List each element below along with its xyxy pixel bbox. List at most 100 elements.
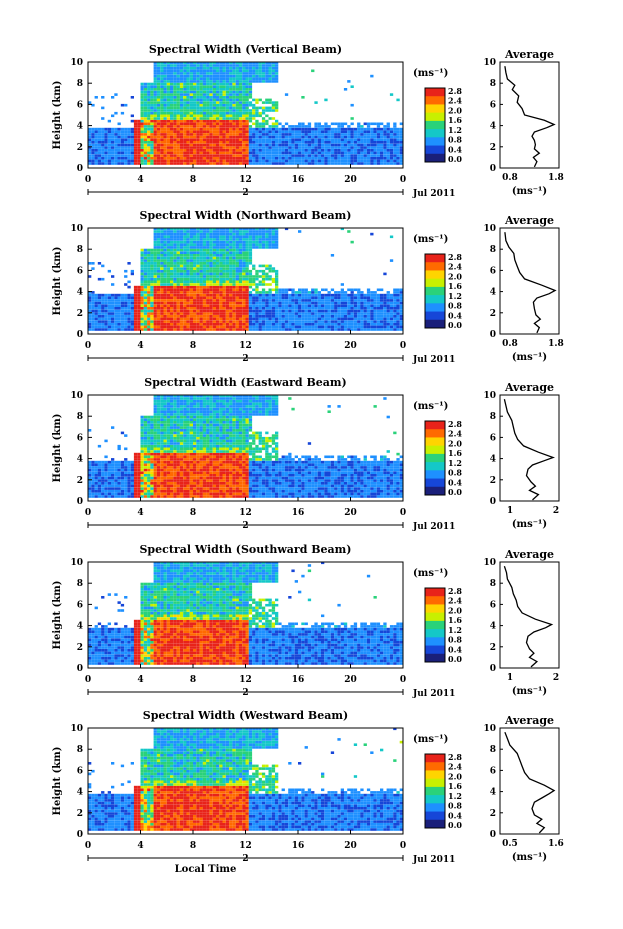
heatmap-cell [347,154,351,157]
heatmap-cell [386,299,390,302]
heatmap-cell [124,135,128,139]
heatmap-cell [153,125,157,128]
heatmap-cell [225,143,230,147]
heatmap-cell [291,135,295,139]
heatmap-cell [212,312,216,315]
heatmap-cell [314,304,318,307]
heatmap-cell [261,288,266,292]
colorbar-band [425,262,445,271]
heatmap-cell [143,154,148,157]
heatmap-cell [261,240,266,244]
heatmap-cell [281,291,285,294]
heatmap-cell [199,98,203,102]
heatmap-cell [343,149,348,152]
heatmap-cell [229,127,233,131]
heatmap-cell [321,325,325,329]
heatmap-cell [117,301,121,305]
heatmap-cell [275,312,279,315]
heatmap-cell [183,133,187,136]
heatmap-cell [120,320,125,323]
heatmap-cell [340,146,344,149]
heatmap-cell [179,93,184,96]
heatmap-cell [143,272,148,276]
heatmap-cell [179,283,184,286]
heatmap-cell [258,66,262,70]
heatmap-cell [242,93,246,96]
heatmap-cell [143,280,148,284]
heatmap-cell [252,230,256,233]
heatmap-cell [288,130,292,133]
heatmap-cell [160,74,164,78]
heatmap-cell [183,141,187,144]
heatmap-cell [97,127,102,131]
heatmap-cell [97,277,102,281]
heatmap-cell [107,146,111,149]
heatmap-cell [209,275,213,278]
heatmap-cell [117,162,121,165]
heatmap-cell [229,125,233,128]
heatmap-cell [261,227,266,231]
heatmap-cell [271,103,276,107]
heatmap-cell [179,272,184,276]
heatmap-cell [183,304,187,307]
heatmap-cell [248,80,253,83]
heatmap-cell [271,162,276,165]
heatmap-cell [153,143,157,147]
heatmap-cell [383,143,387,147]
heatmap-cell [173,322,177,326]
heatmap-cell [209,291,213,294]
heatmap-cell [216,159,220,163]
heatmap-cell [216,254,220,257]
heatmap-cell [321,143,325,147]
heatmap-cell [248,101,253,104]
heatmap-cell [317,322,321,326]
heatmap-cell [94,138,98,141]
heatmap-cell [189,264,193,268]
heatmap-cell [137,288,141,292]
heatmap-cell [206,162,210,165]
heatmap-cell [304,328,308,331]
heatmap-cell [199,322,203,326]
heatmap-cell [166,119,171,123]
heatmap-cell [327,301,331,305]
heatmap-cell [170,66,174,70]
heatmap-cell [196,301,200,305]
heatmap-cell [311,138,315,141]
heatmap-cell [206,277,210,281]
heatmap-cell [173,159,177,163]
heatmap-cell [166,74,171,78]
heatmap-cell [235,130,239,133]
heatmap-cell [150,111,154,115]
heatmap-cell [271,64,276,67]
heatmap-cell [104,159,108,163]
heatmap-cell [186,96,190,99]
heatmap-cell [222,117,226,120]
x-tick-label: 20 [344,341,357,351]
heatmap-cell [261,230,266,233]
heatmap-cell [216,125,220,128]
heatmap-cell [160,64,164,67]
heatmap-cell [242,64,246,67]
heatmap-cell [235,288,239,292]
heatmap-cell [140,291,144,294]
heatmap-cell [176,119,180,123]
heatmap-cell [271,69,276,73]
heatmap-cell [350,288,354,292]
heatmap-cell [196,138,200,141]
heatmap-cell [252,238,256,241]
heatmap-cell [314,135,318,139]
heatmap-cell [170,264,174,268]
heatmap-cell [176,235,180,239]
heatmap-cell [186,114,190,118]
heatmap-cell [193,320,197,323]
heatmap-cell [170,320,174,323]
heatmap-cell [261,325,266,329]
heatmap-cell [261,154,266,157]
heatmap-cell [186,162,190,165]
heatmap-cell [160,159,164,163]
heatmap-cell [88,463,92,466]
heatmap-cell [242,96,246,99]
heatmap-cell [189,301,193,305]
heatmap-cell [301,309,305,313]
heatmap-cell [111,492,115,496]
